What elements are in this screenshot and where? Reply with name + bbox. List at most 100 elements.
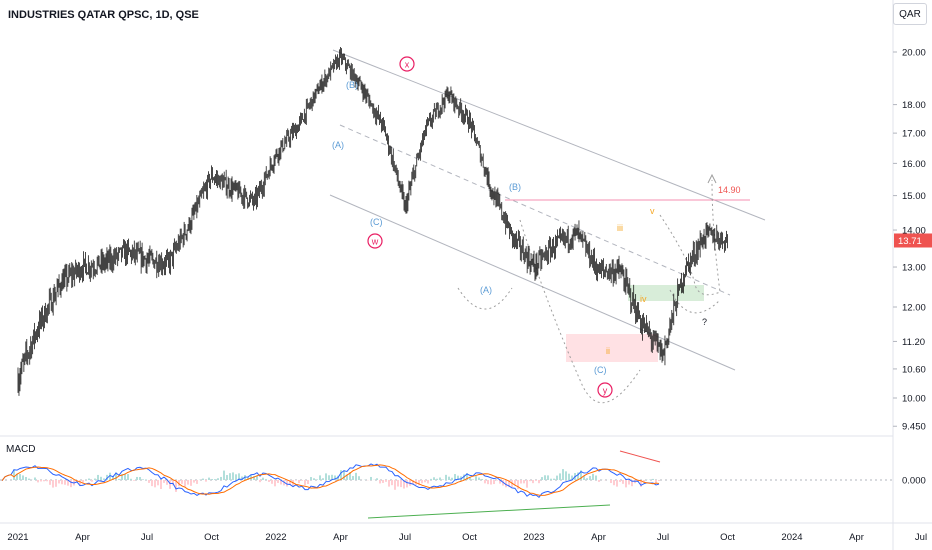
macd-histogram-bar	[196, 480, 198, 484]
macd-histogram-bar	[451, 477, 453, 480]
price-axis: 20.00 18.00 17.00 16.00 15.00 14.00 13.00 12.00…	[893, 48, 932, 487]
macd-histogram-bar	[538, 480, 540, 484]
chart-drawings	[329, 49, 766, 404]
wave-a1: (A)	[332, 140, 344, 150]
macd-histogram-bar	[463, 474, 465, 480]
macd-histogram-bar	[529, 480, 531, 482]
macd-histogram-bar	[151, 480, 153, 487]
macd-histogram-bar	[589, 476, 591, 480]
macd-histogram-bar	[82, 480, 84, 484]
macd-tick-label: 0.000	[902, 476, 926, 487]
time-tick-label: 2023	[523, 532, 544, 543]
time-tick-label: 2024	[781, 532, 802, 543]
macd-histogram-bar	[67, 480, 69, 486]
signal-line	[1, 464, 660, 496]
currency-button[interactable]: QAR	[893, 3, 927, 25]
macd-histogram-bar	[505, 480, 507, 488]
macd-histogram-bar	[256, 475, 258, 480]
time-tick-label: Jul	[141, 532, 153, 543]
macd-histogram-bar	[61, 480, 63, 485]
macd-histogram-bar	[442, 479, 444, 480]
macd-histogram-bar	[262, 477, 264, 480]
macd-histogram-bar	[514, 480, 516, 485]
price-tick-label: 12.00	[902, 302, 926, 313]
macd-histogram-bar	[124, 473, 126, 480]
macd-histogram-bar	[556, 475, 558, 480]
price-tick-label: 16.00	[902, 159, 926, 170]
price-tick-label: 13.00	[902, 263, 926, 274]
macd-histogram-bar	[436, 478, 438, 480]
macd-histogram-bar	[466, 473, 468, 480]
time-tick-label: 2022	[265, 532, 286, 543]
time-tick-label: Jul	[915, 532, 927, 543]
channel-lower-line	[329, 194, 736, 371]
macd-histogram-bar	[592, 473, 594, 480]
macd-histogram-bar	[493, 480, 495, 485]
macd-histogram-bar	[178, 480, 180, 487]
macd-histogram-bar	[70, 480, 72, 488]
macd-histogram-bar	[310, 477, 312, 480]
macd-histogram-bar	[307, 480, 309, 485]
time-tick-label: Apr	[849, 532, 864, 543]
macd-histogram-bar	[595, 475, 597, 480]
macd-histogram-bar	[190, 480, 192, 486]
macd-histogram-bar	[64, 480, 66, 485]
macd-histogram-bar	[385, 480, 387, 482]
macd-histogram-bar	[223, 470, 225, 480]
wave-w-ring	[367, 233, 383, 249]
price-tick-label: 17.00	[902, 129, 926, 140]
time-tick-label: 2021	[7, 532, 28, 543]
macd-histogram-bar	[619, 480, 621, 482]
price-tick-label: 14.00	[902, 226, 926, 237]
wave-ii: ii	[606, 346, 610, 356]
macd-histogram-bar	[571, 475, 573, 480]
wave-a2: (A)	[480, 285, 492, 295]
macd-histogram-bar	[406, 480, 408, 488]
macd-line	[1, 463, 660, 498]
macd-histogram-bar	[211, 478, 213, 480]
wave-y: y	[603, 386, 608, 396]
bearish-divergence-line	[619, 450, 661, 463]
macd-histogram-bar	[559, 473, 561, 480]
wave-x: x	[405, 60, 410, 70]
macd-histogram-bar	[112, 476, 114, 480]
macd-histogram-bar	[412, 480, 414, 485]
macd-histogram-bar	[142, 479, 144, 480]
macd-histogram-bar	[100, 476, 102, 480]
macd-histogram-bar	[94, 478, 96, 480]
macd-histogram-bar	[136, 476, 138, 480]
macd-histogram-bar	[568, 473, 570, 480]
macd-histogram-bar	[208, 477, 210, 480]
macd-histogram-bar	[40, 480, 42, 482]
price-tick-label: 15.00	[902, 191, 926, 202]
macd-histogram-bar	[304, 480, 306, 486]
macd-histogram-bar	[43, 480, 45, 482]
macd-histogram-bar	[658, 480, 660, 481]
macd-histogram-bar	[34, 477, 36, 480]
macd-histogram-bar	[103, 478, 105, 480]
time-axis: 2021 Apr Jul Oct 2022 Apr Jul Oct 2023 Apr Jul Oct 2…	[7, 532, 927, 543]
macd-histogram-bar	[478, 477, 480, 480]
macd-histogram-bar	[184, 480, 186, 487]
macd-histogram-bar	[169, 480, 171, 489]
macd-histogram-bar	[139, 477, 141, 480]
last-price-label: 13.71	[898, 236, 922, 247]
wave-w: w	[371, 237, 379, 247]
macd-histogram-bar	[472, 479, 474, 480]
macd-histogram-bar	[496, 480, 498, 481]
wave-b1: (B)	[346, 80, 358, 90]
macd-histogram-bar	[343, 470, 345, 480]
macd-histogram-bar	[316, 479, 318, 480]
macd-histogram-bar	[526, 480, 528, 488]
macd-histogram-bar	[535, 480, 537, 481]
macd-histogram-bar	[253, 476, 255, 480]
time-tick-label: Oct	[204, 532, 219, 543]
macd-histogram-bar	[205, 480, 207, 482]
wave-labels: 14.90? x w y (B) (A) (C) (B) (A) (C) iii iv ii v	[332, 56, 741, 398]
time-tick-label: Oct	[462, 532, 477, 543]
macd-histogram-bar	[148, 480, 150, 483]
wave-iii: iii	[617, 223, 623, 233]
macd-histogram-bar	[52, 480, 54, 488]
